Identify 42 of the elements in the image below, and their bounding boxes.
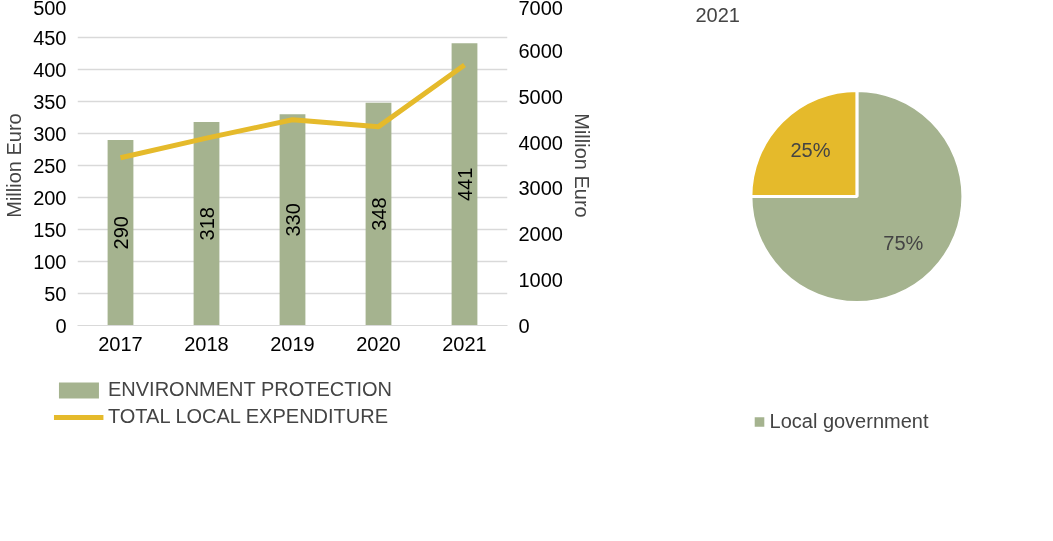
bar — [365, 102, 392, 326]
data-label: 441 — [453, 167, 476, 202]
data-label: 348 — [367, 197, 390, 231]
legend-label: Local government — [769, 409, 929, 433]
data-label: 330 — [281, 203, 304, 237]
y-tick-label: 450 — [33, 26, 67, 49]
y-tick-label: 150 — [33, 218, 67, 241]
y-tick-label: 0 — [55, 314, 67, 337]
legend-label: TOTAL LOCAL EXPENDITURE — [107, 405, 389, 428]
bar — [279, 114, 306, 326]
bar — [451, 43, 478, 326]
y2-tick-label: 5000 — [518, 85, 563, 108]
y-tick-label: 350 — [33, 90, 67, 113]
y-tick-label: 400 — [33, 58, 67, 81]
y2-tick-label: 0 — [518, 314, 530, 337]
y2-tick-label: 6000 — [518, 40, 563, 63]
data-label: 318 — [195, 207, 218, 241]
y-tick-label: 50 — [44, 282, 67, 305]
y-tick-label: 200 — [33, 186, 67, 209]
data-label: 25% — [790, 138, 831, 161]
y2-tick-label: 1000 — [518, 268, 563, 291]
x-tick-label: 2018 — [184, 332, 229, 355]
y2-axis-title: Million Euro — [570, 113, 593, 218]
bar — [193, 121, 220, 326]
chart-title: 2021 — [695, 3, 740, 26]
x-tick-label: 2019 — [270, 332, 315, 355]
x-tick-label: 2017 — [98, 332, 143, 355]
data-label: 75% — [883, 232, 924, 255]
y-tick-label: 250 — [33, 154, 67, 177]
y2-tick-label: 4000 — [518, 131, 563, 154]
y-axis-title: Million Euro — [3, 113, 26, 218]
y2-tick-label: 2000 — [518, 223, 563, 246]
bar — [107, 139, 134, 326]
x-tick-label: 2021 — [442, 332, 487, 355]
y-tick-label: 100 — [33, 250, 67, 273]
x-tick-label: 2020 — [356, 332, 401, 355]
y-tick-label: 500 — [33, 0, 67, 19]
legend-label: ENVIRONMENT PROTECTION — [107, 378, 393, 401]
y-tick-label: 300 — [33, 122, 67, 145]
y2-tick-label: 7000 — [518, 0, 563, 19]
y2-tick-label: 3000 — [518, 177, 563, 200]
data-label: 290 — [109, 216, 132, 250]
